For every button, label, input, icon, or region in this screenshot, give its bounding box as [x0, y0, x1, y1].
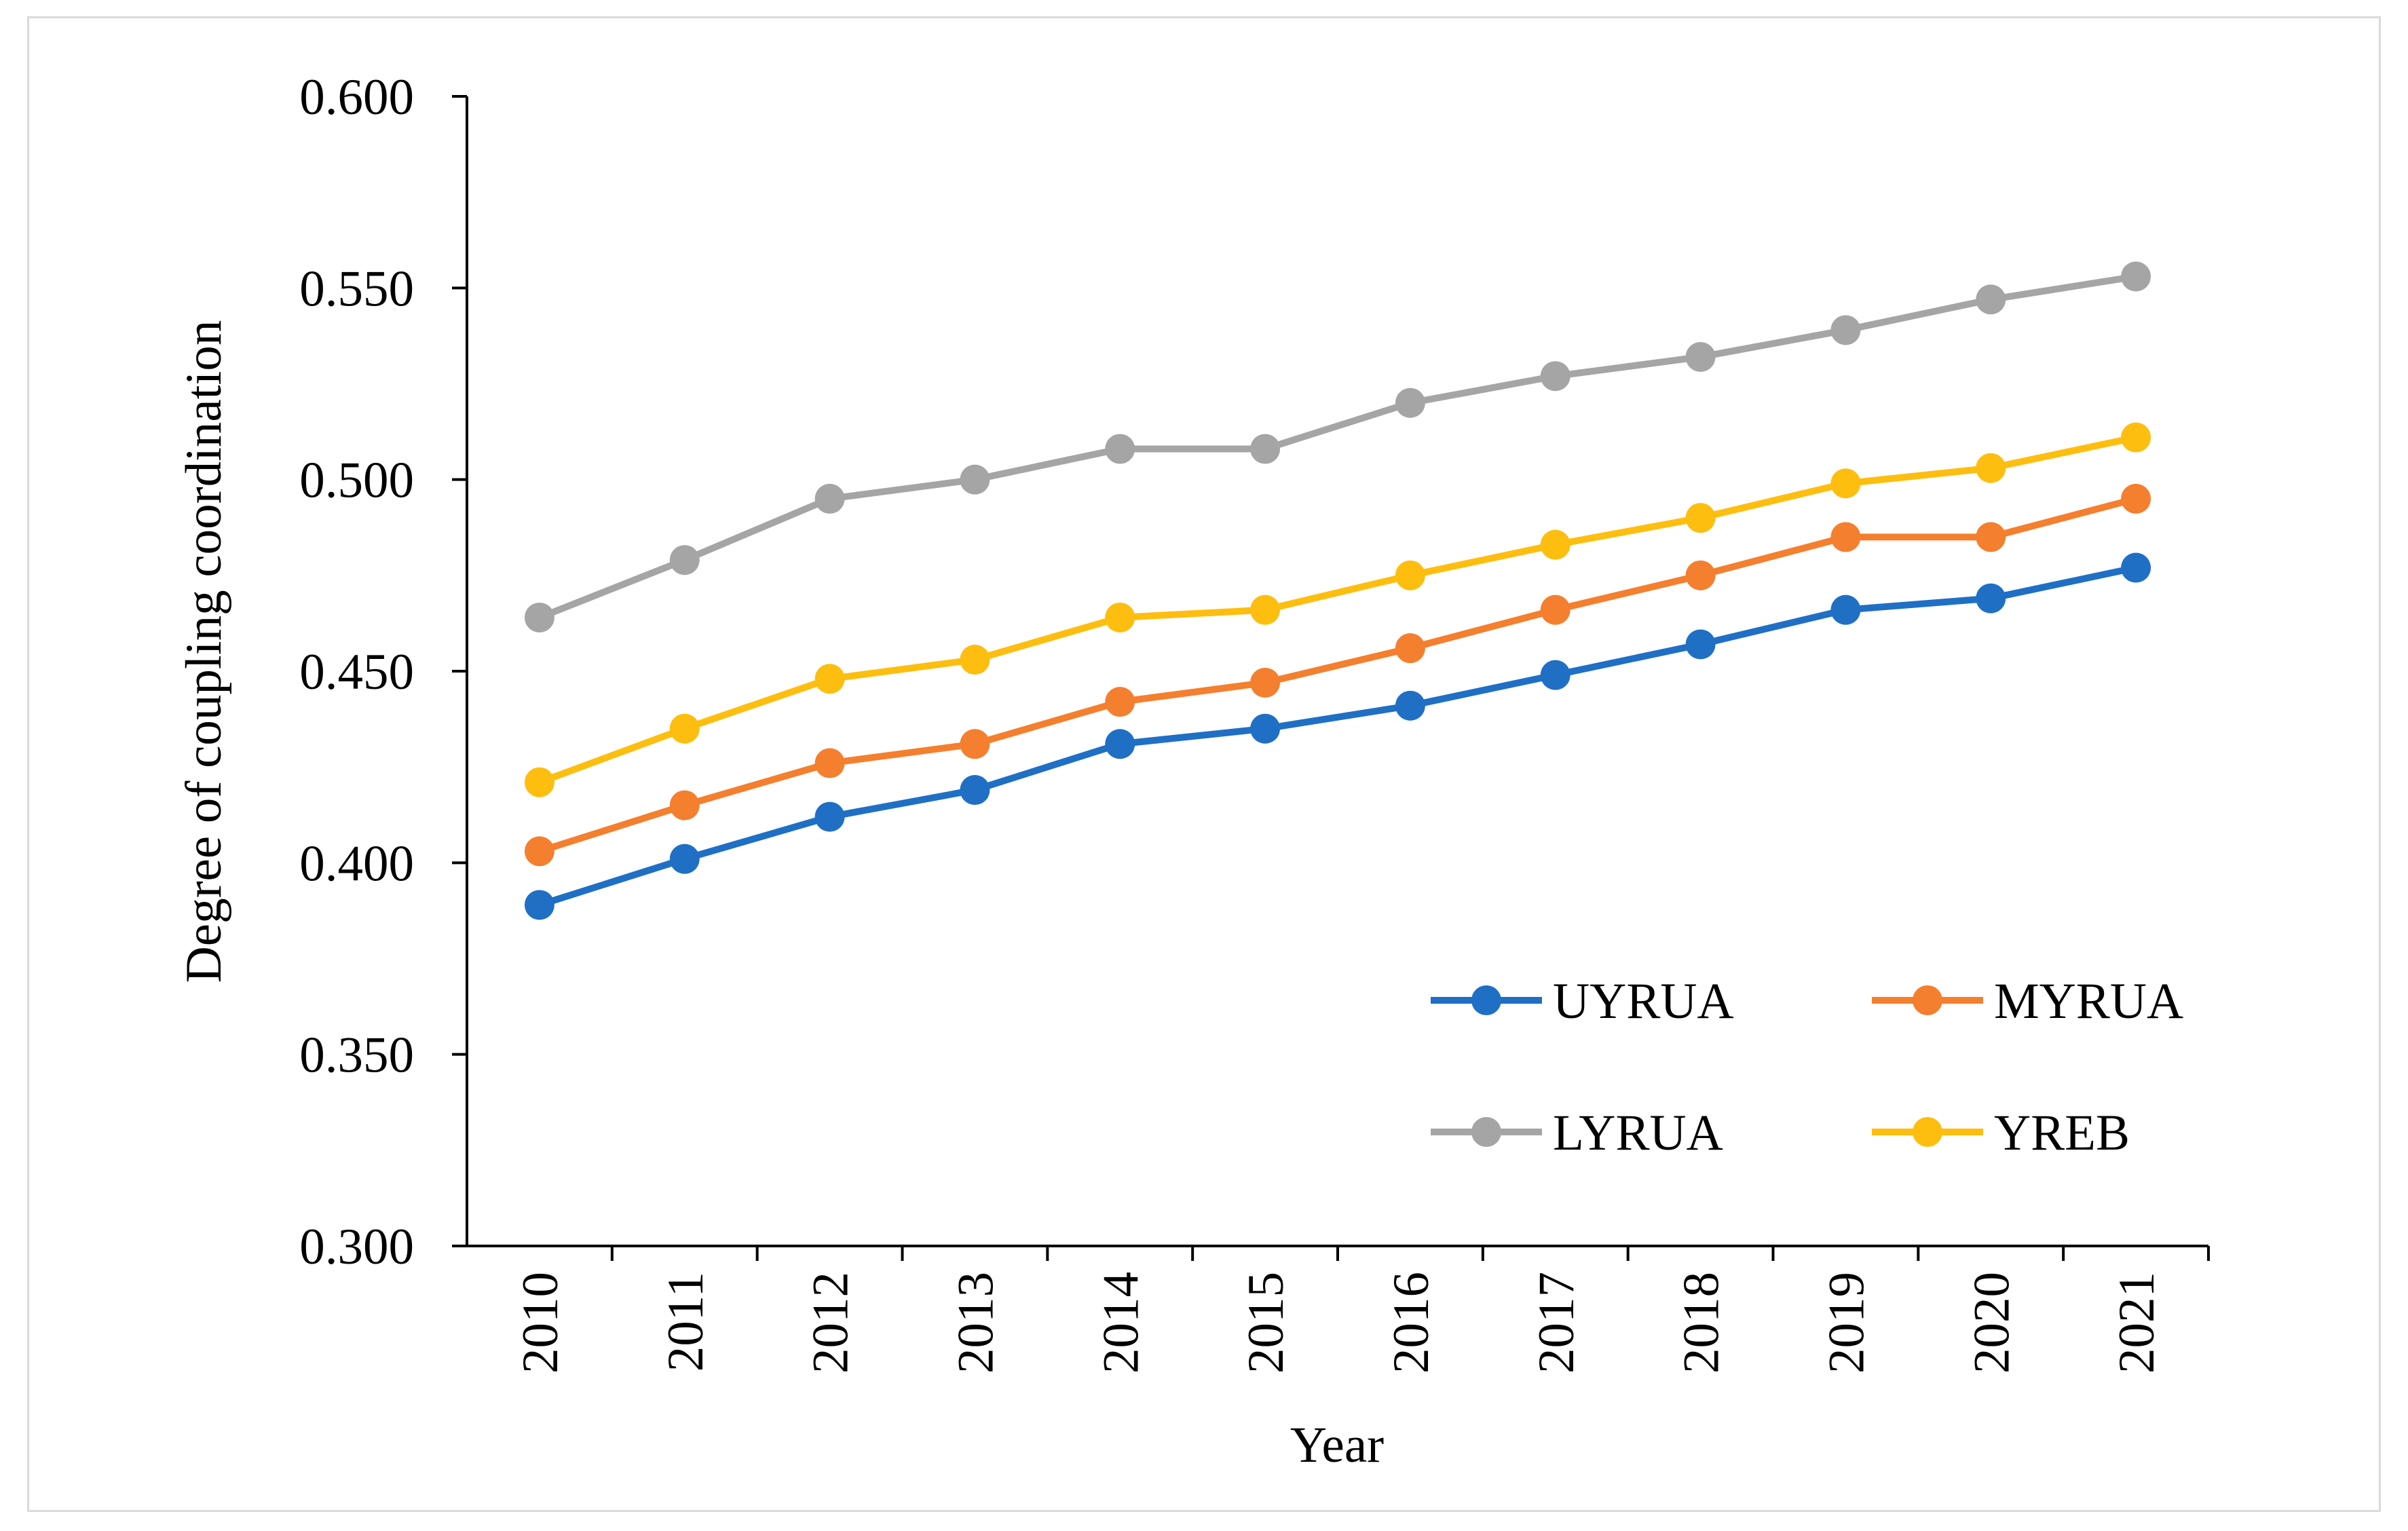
data-point: [669, 790, 700, 820]
legend: UYRUA MYRUA LYRUA YREB: [1431, 973, 2183, 1161]
y-tick-label: 0.500: [299, 453, 414, 509]
series-uyrua: [524, 552, 2151, 920]
y-tick-label: 0.450: [299, 644, 414, 700]
data-point: [1540, 361, 1570, 392]
x-tick-label: 2012: [803, 1272, 859, 1374]
data-point: [1105, 602, 1135, 632]
series-line-lyrua: [538, 273, 2137, 621]
x-tick-label: 2020: [1963, 1272, 2020, 1374]
data-point: [1830, 594, 1861, 625]
data-point: [1685, 503, 1716, 533]
data-point: [814, 664, 845, 694]
data-point: [1395, 388, 1425, 418]
legend-marker: [1471, 1117, 1501, 1147]
data-point: [1250, 667, 1281, 698]
data-point: [1976, 453, 2006, 483]
chart-frame: [27, 16, 2381, 1512]
series-yreb: [524, 422, 2151, 797]
legend-marker: [1471, 985, 1501, 1015]
data-point: [1250, 594, 1281, 625]
data-point: [2121, 261, 2151, 292]
data-point: [1976, 522, 2006, 552]
data-point: [1830, 315, 1861, 345]
data-point: [960, 729, 990, 759]
legend-item-lyrua: LYRUA: [1431, 1105, 1723, 1161]
data-point: [1685, 560, 1716, 590]
data-point: [524, 602, 554, 632]
data-point: [960, 645, 990, 675]
series-lyrua: [524, 261, 2151, 632]
series-layer: [524, 261, 2151, 920]
data-point: [669, 844, 700, 874]
data-point: [1105, 687, 1135, 717]
x-tick-label: 2011: [658, 1272, 714, 1372]
data-point: [524, 890, 554, 920]
data-point: [2121, 422, 2151, 453]
data-point: [2121, 552, 2151, 583]
series-line-myrua: [538, 495, 2137, 855]
data-point: [1830, 468, 1861, 499]
data-point: [1685, 629, 1716, 660]
data-point: [1395, 690, 1425, 721]
data-point: [1540, 594, 1570, 625]
data-point: [1250, 713, 1281, 744]
legend-label: MYRUA: [1994, 973, 2183, 1029]
data-point: [669, 545, 700, 575]
data-point: [1105, 434, 1135, 464]
x-tick-label: 2017: [1528, 1272, 1585, 1374]
data-point: [960, 464, 990, 495]
x-tick-label: 2018: [1674, 1272, 1730, 1374]
data-point: [524, 767, 554, 797]
data-point: [2121, 483, 2151, 514]
data-point: [1105, 729, 1135, 759]
data-point: [1395, 633, 1425, 664]
legend-item-myrua: MYRUA: [1872, 973, 2183, 1029]
y-tick-label: 0.600: [299, 69, 414, 126]
y-axis-title: Degree of coupling coordination: [176, 320, 232, 983]
data-point: [669, 713, 700, 744]
data-point: [1830, 522, 1861, 552]
data-point: [1685, 341, 1716, 372]
data-point: [814, 483, 845, 514]
legend-item-yreb: YREB: [1872, 1105, 2130, 1161]
data-point: [1540, 529, 1570, 560]
y-tick-label: 0.300: [299, 1219, 414, 1275]
legend-item-uyrua: UYRUA: [1431, 973, 1734, 1029]
legend-marker: [1913, 1117, 1942, 1147]
data-point: [814, 801, 845, 832]
data-point: [960, 775, 990, 806]
legend-label: UYRUA: [1553, 973, 1734, 1029]
x-axis-title: Year: [1290, 1417, 1384, 1473]
x-axis-ticks: 2010 2011 2012 2013 2014 2015 2016 2017 2018 2019…: [512, 1246, 2210, 1374]
data-point: [524, 836, 554, 867]
y-tick-label: 0.350: [299, 1027, 414, 1084]
data-point: [1250, 434, 1281, 464]
axes: [466, 96, 2208, 1247]
data-point: [1976, 583, 2006, 613]
x-tick-label: 2015: [1238, 1272, 1294, 1374]
legend-marker: [1913, 985, 1942, 1015]
x-tick-label: 2014: [1093, 1272, 1149, 1374]
x-tick-label: 2010: [512, 1272, 569, 1374]
x-tick-label: 2021: [2109, 1272, 2165, 1374]
data-point: [1395, 560, 1425, 590]
x-tick-label: 2019: [1818, 1272, 1875, 1374]
y-axis-ticks: 0.300 0.350 0.400 0.450 0.500 0.550 0.600: [299, 69, 467, 1275]
data-point: [814, 748, 845, 778]
x-tick-label: 2013: [947, 1272, 1004, 1374]
y-tick-label: 0.400: [299, 835, 414, 892]
legend-label: LYRUA: [1553, 1105, 1723, 1161]
legend-label: YREB: [1994, 1105, 2130, 1161]
series-myrua: [524, 483, 2151, 867]
data-point: [1976, 284, 2006, 315]
y-tick-label: 0.550: [299, 261, 414, 317]
series-line-uyrua: [538, 564, 2137, 909]
series-line-yreb: [538, 434, 2137, 786]
data-point: [1540, 660, 1570, 690]
x-tick-label: 2016: [1383, 1272, 1440, 1374]
